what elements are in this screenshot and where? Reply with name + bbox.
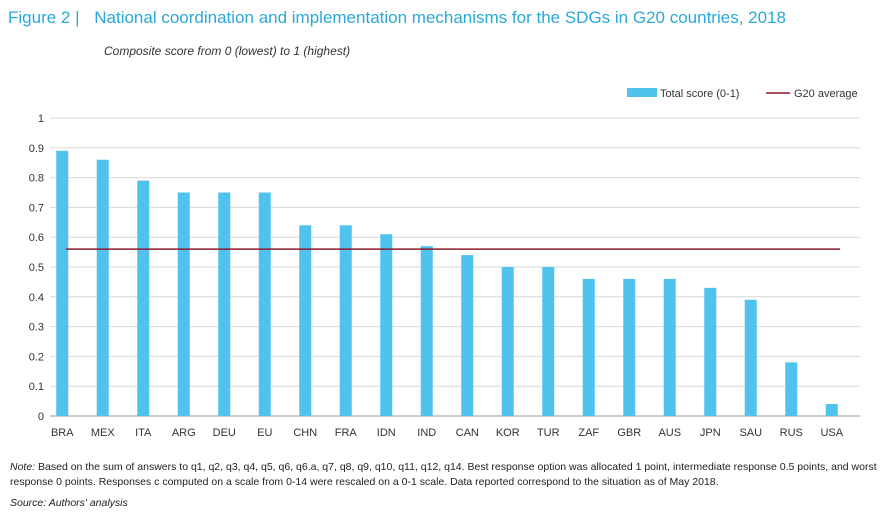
x-tick-label: JPN [700, 427, 721, 439]
y-tick-label: 0.7 [29, 202, 44, 214]
bar-idn [380, 234, 393, 416]
y-tick-label: 0.1 [29, 381, 44, 393]
bar-jpn [704, 287, 717, 416]
x-tick-label: ARG [172, 427, 196, 439]
bar-can [461, 255, 474, 416]
x-tick-label: CAN [456, 427, 479, 439]
x-tick-label: AUS [658, 427, 681, 439]
bar-eu [258, 192, 271, 416]
x-tick-label: KOR [496, 427, 520, 439]
y-tick-label: 0.2 [29, 351, 44, 363]
x-tick-label: ITA [135, 427, 152, 439]
legend-swatch-total-score [627, 88, 657, 97]
bar-deu [218, 192, 231, 416]
figure-number: Figure 2 | [8, 8, 80, 27]
x-tick-label: IDN [377, 427, 396, 439]
x-tick-label: CHN [293, 427, 317, 439]
bar-rus [785, 362, 798, 416]
y-tick-label: 0.8 [29, 173, 44, 185]
x-tick-label: ZAF [578, 427, 599, 439]
x-tick-label: IND [417, 427, 436, 439]
x-tick-label: FRA [335, 427, 358, 439]
legend-label-total-score: Total score (0-1) [660, 88, 739, 100]
y-tick-label: 0.9 [29, 143, 44, 155]
bar-chn [299, 225, 312, 416]
figure-title-block: Figure 2 | National coordination and imp… [8, 8, 786, 28]
note-text: Based on the sum of answers to q1, q2, q… [10, 461, 877, 488]
bar-mex [96, 159, 109, 416]
bar-gbr [623, 278, 636, 416]
bar-sau [744, 299, 757, 416]
bar-bra [56, 150, 69, 416]
bar-fra [339, 225, 352, 416]
bar-tur [542, 267, 555, 416]
bar-arg [177, 192, 190, 416]
y-tick-label: 0.5 [29, 262, 44, 274]
x-tick-label: MEX [91, 427, 116, 439]
source-label: Source: [10, 497, 47, 509]
legend-label-g20-average: G20 average [794, 88, 858, 100]
y-tick-label: 0.3 [29, 322, 44, 334]
y-tick-label: 1 [38, 113, 44, 125]
bar-usa [825, 404, 838, 416]
figure-note: Note: Based on the sum of answers to q1,… [10, 460, 878, 490]
x-tick-label: BRA [51, 427, 74, 439]
bar-zaf [582, 278, 595, 416]
bar-kor [501, 267, 514, 416]
note-label: Note: [10, 461, 36, 473]
x-tick-label: GBR [617, 427, 641, 439]
figure-title: National coordination and implementation… [94, 8, 786, 27]
bar-ita [137, 180, 150, 416]
y-tick-label: 0.6 [29, 232, 44, 244]
x-tick-label: EU [257, 427, 272, 439]
x-tick-label: USA [820, 427, 843, 439]
bar-aus [663, 278, 676, 416]
x-tick-label: SAU [739, 427, 762, 439]
x-tick-label: RUS [780, 427, 803, 439]
bar-chart: 0 0.1 0.2 0.3 0.4 0.5 0.6 0.7 0.8 0.9 1 BRA MEX ITA AR… [29, 88, 860, 439]
x-tick-label: TUR [537, 427, 560, 439]
bar-ind [420, 246, 433, 416]
source-text: Authors' analysis [48, 497, 128, 509]
figure-source: Source: Authors' analysis [10, 497, 128, 509]
y-tick-label: 0 [38, 411, 44, 423]
y-tick-label: 0.4 [29, 292, 44, 304]
figure-subtitle: Composite score from 0 (lowest) to 1 (hi… [104, 44, 351, 58]
x-tick-label: DEU [213, 427, 236, 439]
